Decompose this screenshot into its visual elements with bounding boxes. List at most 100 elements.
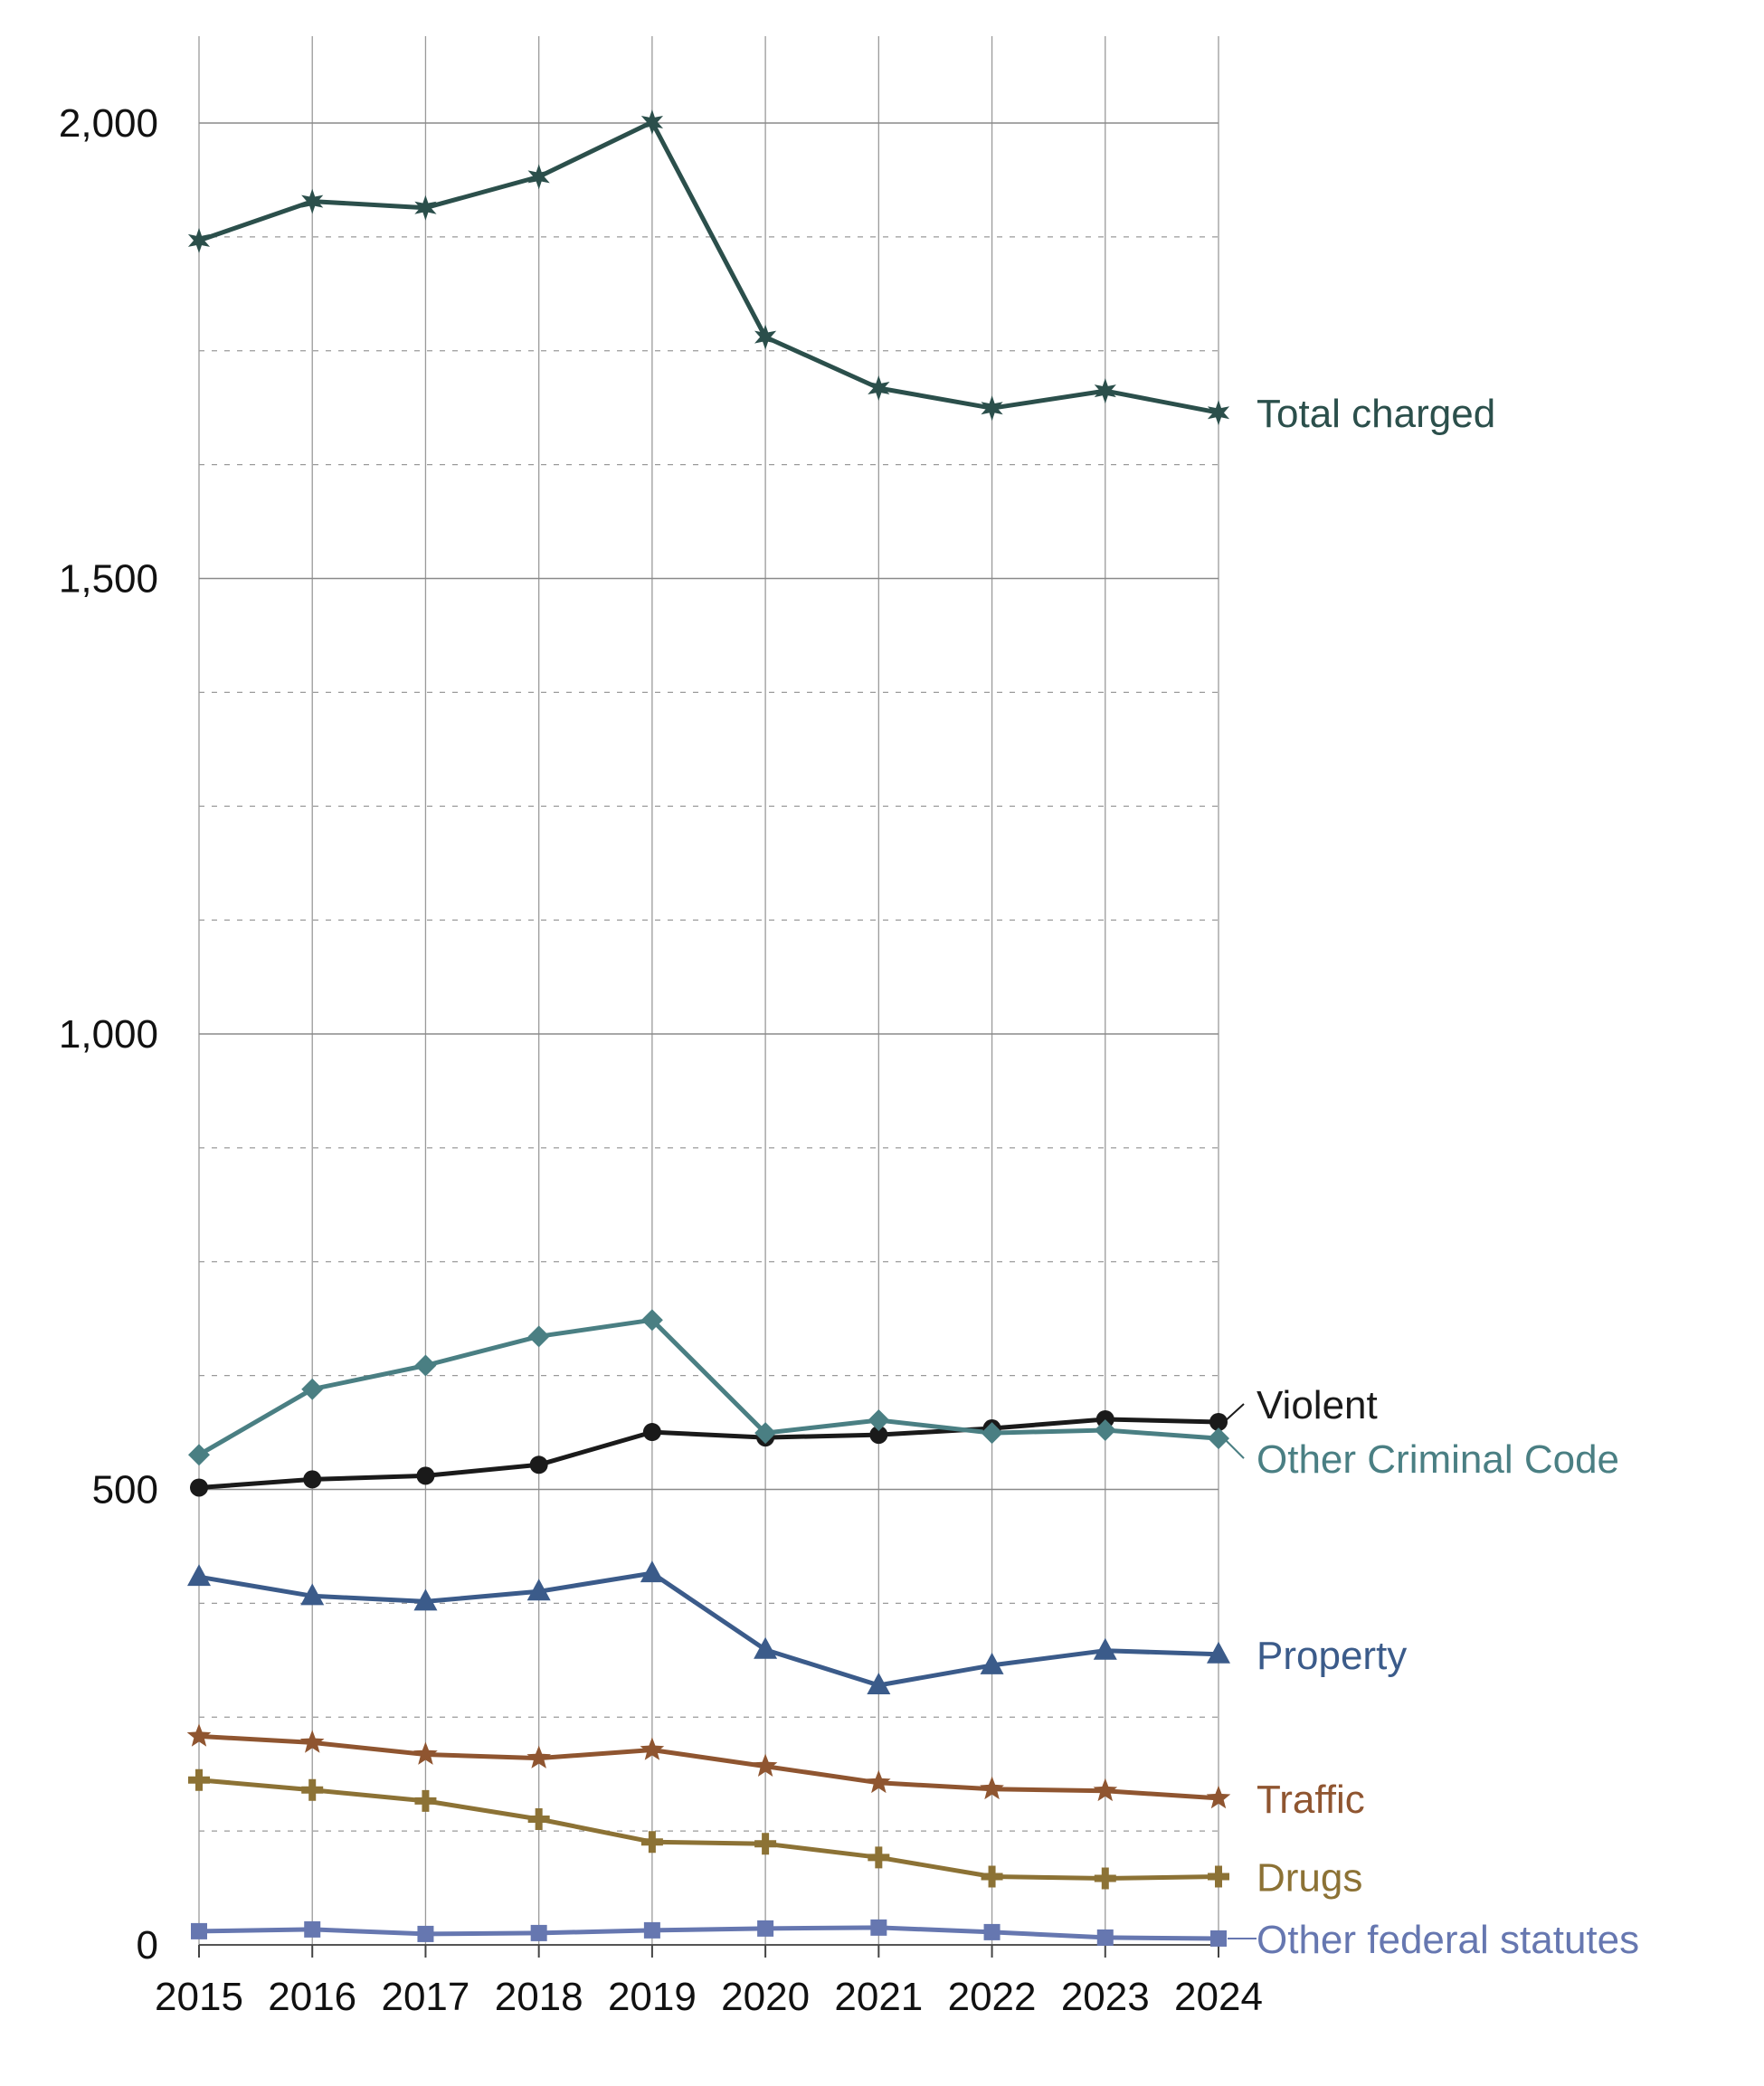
series-line-property bbox=[198, 1570, 1219, 1688]
grid bbox=[198, 36, 1219, 1946]
data-point-drugs bbox=[527, 1808, 550, 1831]
y-tick-label: 2,000 bbox=[59, 101, 158, 146]
data-point-total-charged bbox=[1207, 400, 1230, 426]
data-point-traffic bbox=[640, 1737, 665, 1760]
data-point-traffic bbox=[1093, 1778, 1118, 1802]
data-point-other-federal-statutes bbox=[1210, 1930, 1227, 1947]
data-point-other-criminal-code bbox=[754, 1422, 777, 1445]
data-point-other-criminal-code bbox=[1208, 1427, 1229, 1450]
y-tick-label: 1,500 bbox=[59, 557, 158, 602]
data-point-other-criminal-code bbox=[188, 1444, 210, 1466]
data-point-drugs bbox=[868, 1846, 890, 1869]
x-tick-label: 2022 bbox=[948, 1975, 1037, 2019]
data-point-other-federal-statutes bbox=[870, 1919, 887, 1936]
series-line-total-charged bbox=[198, 119, 1219, 415]
series-label-other-criminal-code: Other Criminal Code bbox=[1257, 1437, 1619, 1482]
x-tick-label: 2020 bbox=[721, 1975, 810, 2019]
data-point-other-criminal-code bbox=[1094, 1419, 1116, 1442]
data-point-other-criminal-code bbox=[301, 1378, 324, 1400]
series-line-traffic bbox=[198, 1733, 1219, 1801]
y-tick-label: 500 bbox=[92, 1468, 158, 1512]
data-point-violent bbox=[869, 1426, 888, 1445]
data-point-violent bbox=[1209, 1412, 1228, 1431]
data-point-other-criminal-code bbox=[527, 1325, 550, 1348]
data-point-other-criminal-code bbox=[414, 1354, 437, 1377]
data-point-other-federal-statutes bbox=[417, 1925, 434, 1942]
data-point-violent bbox=[190, 1478, 208, 1497]
series-line-other-federal-statutes bbox=[198, 1925, 1219, 1941]
data-point-other-federal-statutes bbox=[1096, 1929, 1114, 1946]
series-line-other-criminal-code bbox=[197, 1317, 1219, 1457]
label-leader-line bbox=[1223, 1437, 1245, 1459]
series-label-other-federal-statutes: Other federal statutes bbox=[1257, 1918, 1639, 1962]
label-leader-line bbox=[1223, 1403, 1245, 1423]
series-line-violent bbox=[198, 1417, 1219, 1490]
data-point-violent bbox=[303, 1470, 322, 1489]
data-point-traffic bbox=[413, 1741, 438, 1765]
series-label-property: Property bbox=[1257, 1634, 1407, 1678]
x-tick-label: 2019 bbox=[608, 1975, 697, 2019]
data-point-other-federal-statutes bbox=[304, 1920, 321, 1938]
data-point-property bbox=[1207, 1641, 1230, 1664]
data-point-property bbox=[526, 1579, 551, 1601]
series-label-violent: Violent bbox=[1257, 1383, 1378, 1427]
y-tick-label: 1,000 bbox=[59, 1012, 158, 1057]
data-point-drugs bbox=[754, 1833, 777, 1855]
x-tick-label: 2023 bbox=[1061, 1975, 1150, 2019]
data-point-drugs bbox=[1208, 1865, 1229, 1888]
x-tick-label: 2016 bbox=[268, 1975, 356, 2019]
data-point-other-federal-statutes bbox=[757, 1920, 774, 1937]
data-point-traffic bbox=[753, 1753, 778, 1777]
data-point-property bbox=[754, 1636, 778, 1659]
data-point-traffic bbox=[299, 1730, 325, 1753]
data-point-property bbox=[640, 1560, 664, 1583]
data-point-drugs bbox=[640, 1831, 663, 1854]
data-point-traffic bbox=[1206, 1785, 1231, 1809]
y-tick-label: 0 bbox=[137, 1923, 158, 1967]
data-point-total-charged bbox=[640, 109, 663, 135]
data-point-total-charged bbox=[981, 395, 1003, 422]
data-point-traffic bbox=[980, 1776, 1004, 1800]
data-point-drugs bbox=[414, 1789, 437, 1812]
series-markers bbox=[186, 109, 1231, 1947]
x-tick-label: 2018 bbox=[495, 1975, 583, 2019]
series-label-total-charged: Total charged bbox=[1257, 392, 1495, 436]
series-label-drugs: Drugs bbox=[1257, 1855, 1362, 1900]
data-point-other-federal-statutes bbox=[530, 1924, 547, 1941]
series-lines bbox=[197, 119, 1219, 1941]
x-tick-label: 2015 bbox=[155, 1975, 243, 2019]
data-point-property bbox=[187, 1564, 211, 1587]
data-point-property bbox=[300, 1583, 325, 1606]
x-tick-label: 2017 bbox=[381, 1975, 469, 2019]
data-point-traffic bbox=[186, 1723, 212, 1747]
data-point-drugs bbox=[1094, 1867, 1116, 1890]
data-point-other-federal-statutes bbox=[643, 1921, 660, 1939]
data-point-drugs bbox=[188, 1768, 210, 1791]
data-point-other-criminal-code bbox=[640, 1309, 663, 1332]
data-point-total-charged bbox=[868, 375, 890, 401]
data-point-property bbox=[867, 1673, 891, 1695]
data-point-total-charged bbox=[187, 227, 211, 253]
data-point-drugs bbox=[981, 1865, 1003, 1888]
data-point-total-charged bbox=[1094, 378, 1116, 404]
data-point-other-criminal-code bbox=[981, 1422, 1003, 1445]
x-tick-label: 2024 bbox=[1174, 1975, 1263, 2019]
x-axis-ticks: 2015 2016 2017 2018 2019 2020 2021 2022 2023 2024 bbox=[155, 1945, 1263, 2019]
data-point-drugs bbox=[301, 1778, 324, 1801]
data-point-traffic bbox=[867, 1769, 891, 1794]
series-labels: Total charged Violent Other Criminal Code P… bbox=[1223, 392, 1639, 1962]
data-point-other-federal-statutes bbox=[191, 1922, 207, 1939]
data-point-violent bbox=[416, 1466, 435, 1485]
data-point-property bbox=[980, 1652, 1004, 1674]
data-point-violent bbox=[1095, 1409, 1114, 1428]
data-point-violent bbox=[642, 1423, 661, 1442]
data-point-traffic bbox=[526, 1745, 551, 1768]
series-label-traffic: Traffic bbox=[1257, 1778, 1365, 1822]
data-point-other-federal-statutes bbox=[983, 1923, 1001, 1940]
data-point-total-charged bbox=[527, 164, 550, 190]
data-point-property bbox=[413, 1588, 438, 1611]
series-line-drugs bbox=[198, 1778, 1219, 1881]
data-point-property bbox=[1093, 1637, 1117, 1660]
data-point-total-charged bbox=[414, 194, 437, 221]
